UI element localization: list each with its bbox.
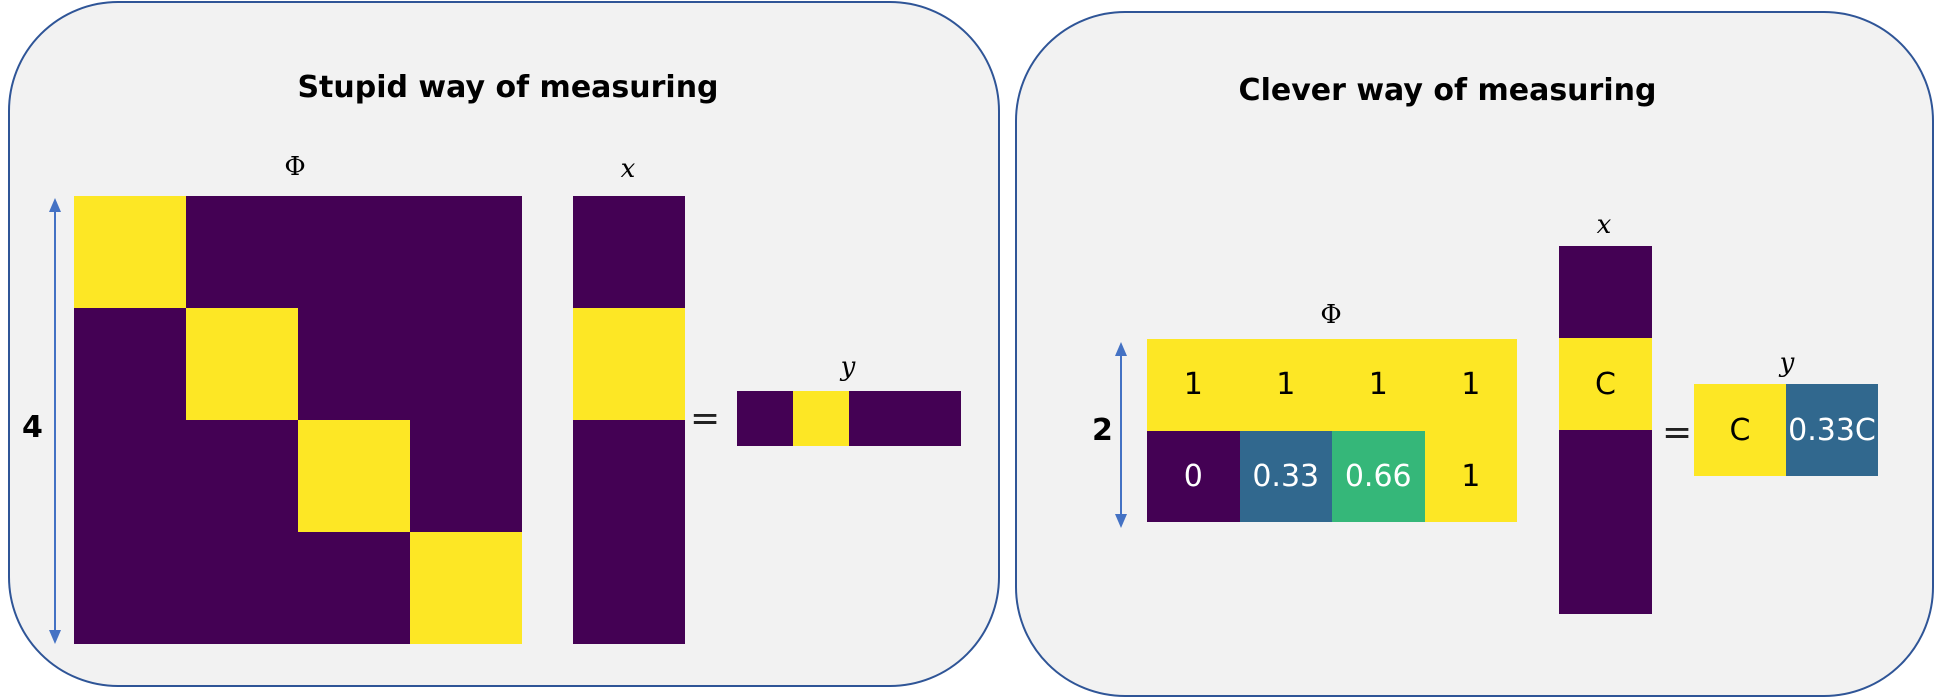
- left-phi-cell: [186, 196, 298, 308]
- left-x-cell: [573, 308, 685, 420]
- left-x-label: x: [620, 154, 636, 184]
- left-phi-cell: [74, 308, 186, 420]
- left-y-cell: [793, 391, 849, 446]
- right-phi-cell: 0.66: [1332, 430, 1425, 522]
- left-x-cell: [573, 420, 685, 532]
- left-phi-cell: [410, 308, 522, 420]
- left-phi-cell: [74, 196, 186, 308]
- right-phi-cell: 1: [1239, 339, 1332, 431]
- stupid-panel-title: Stupid way of measuring: [297, 70, 719, 105]
- left-phi-cell: [298, 420, 410, 532]
- left-phi-cell: [410, 420, 522, 532]
- left-phi-label: Φ: [284, 152, 306, 182]
- right-phi-cell: 1: [1424, 430, 1517, 522]
- right-y-label: y: [1779, 348, 1795, 378]
- left-phi-cell: [186, 420, 298, 532]
- right-phi-cell: 1: [1332, 339, 1425, 431]
- left-equals-sign: =: [690, 398, 721, 439]
- left-phi-cell: [410, 532, 522, 644]
- right-x-cell: C: [1559, 338, 1652, 430]
- left-phi-cell: [298, 196, 410, 308]
- left-y-cell: [849, 391, 905, 446]
- left-phi-cell: [298, 532, 410, 644]
- clever-panel-title: Clever way of measuring: [1238, 73, 1657, 108]
- right-x-cell: [1559, 246, 1652, 338]
- left-phi-cell: [186, 308, 298, 420]
- right-phi-cell: 0.33: [1239, 430, 1332, 522]
- left-y-label: y: [840, 352, 856, 382]
- left-x-cell: [573, 532, 685, 644]
- left-phi-cell: [74, 420, 186, 532]
- right-x-cell: [1559, 430, 1652, 522]
- right-equals-sign: =: [1662, 412, 1693, 453]
- right-rows-count: 2: [1092, 413, 1113, 448]
- right-y-cell: C: [1694, 384, 1786, 476]
- right-phi-label: Φ: [1320, 300, 1342, 330]
- left-y-cell: [905, 391, 961, 446]
- left-y-cell: [737, 391, 793, 446]
- right-phi-cell: 0: [1147, 430, 1240, 522]
- left-phi-cell: [74, 532, 186, 644]
- right-y-cell: 0.33C: [1786, 384, 1878, 476]
- left-phi-cell: [298, 308, 410, 420]
- right-x-label: x: [1596, 210, 1612, 240]
- right-phi-cell: 1: [1147, 339, 1240, 431]
- right-phi-cell: 1: [1424, 339, 1517, 431]
- left-phi-cell: [410, 196, 522, 308]
- right-rows-arrow-icon: [1115, 342, 1127, 528]
- left-phi-cell: [186, 532, 298, 644]
- right-x-cell: [1559, 522, 1652, 614]
- left-rows-count: 4: [22, 410, 43, 445]
- left-rows-arrow-icon: [49, 198, 61, 644]
- left-x-cell: [573, 196, 685, 308]
